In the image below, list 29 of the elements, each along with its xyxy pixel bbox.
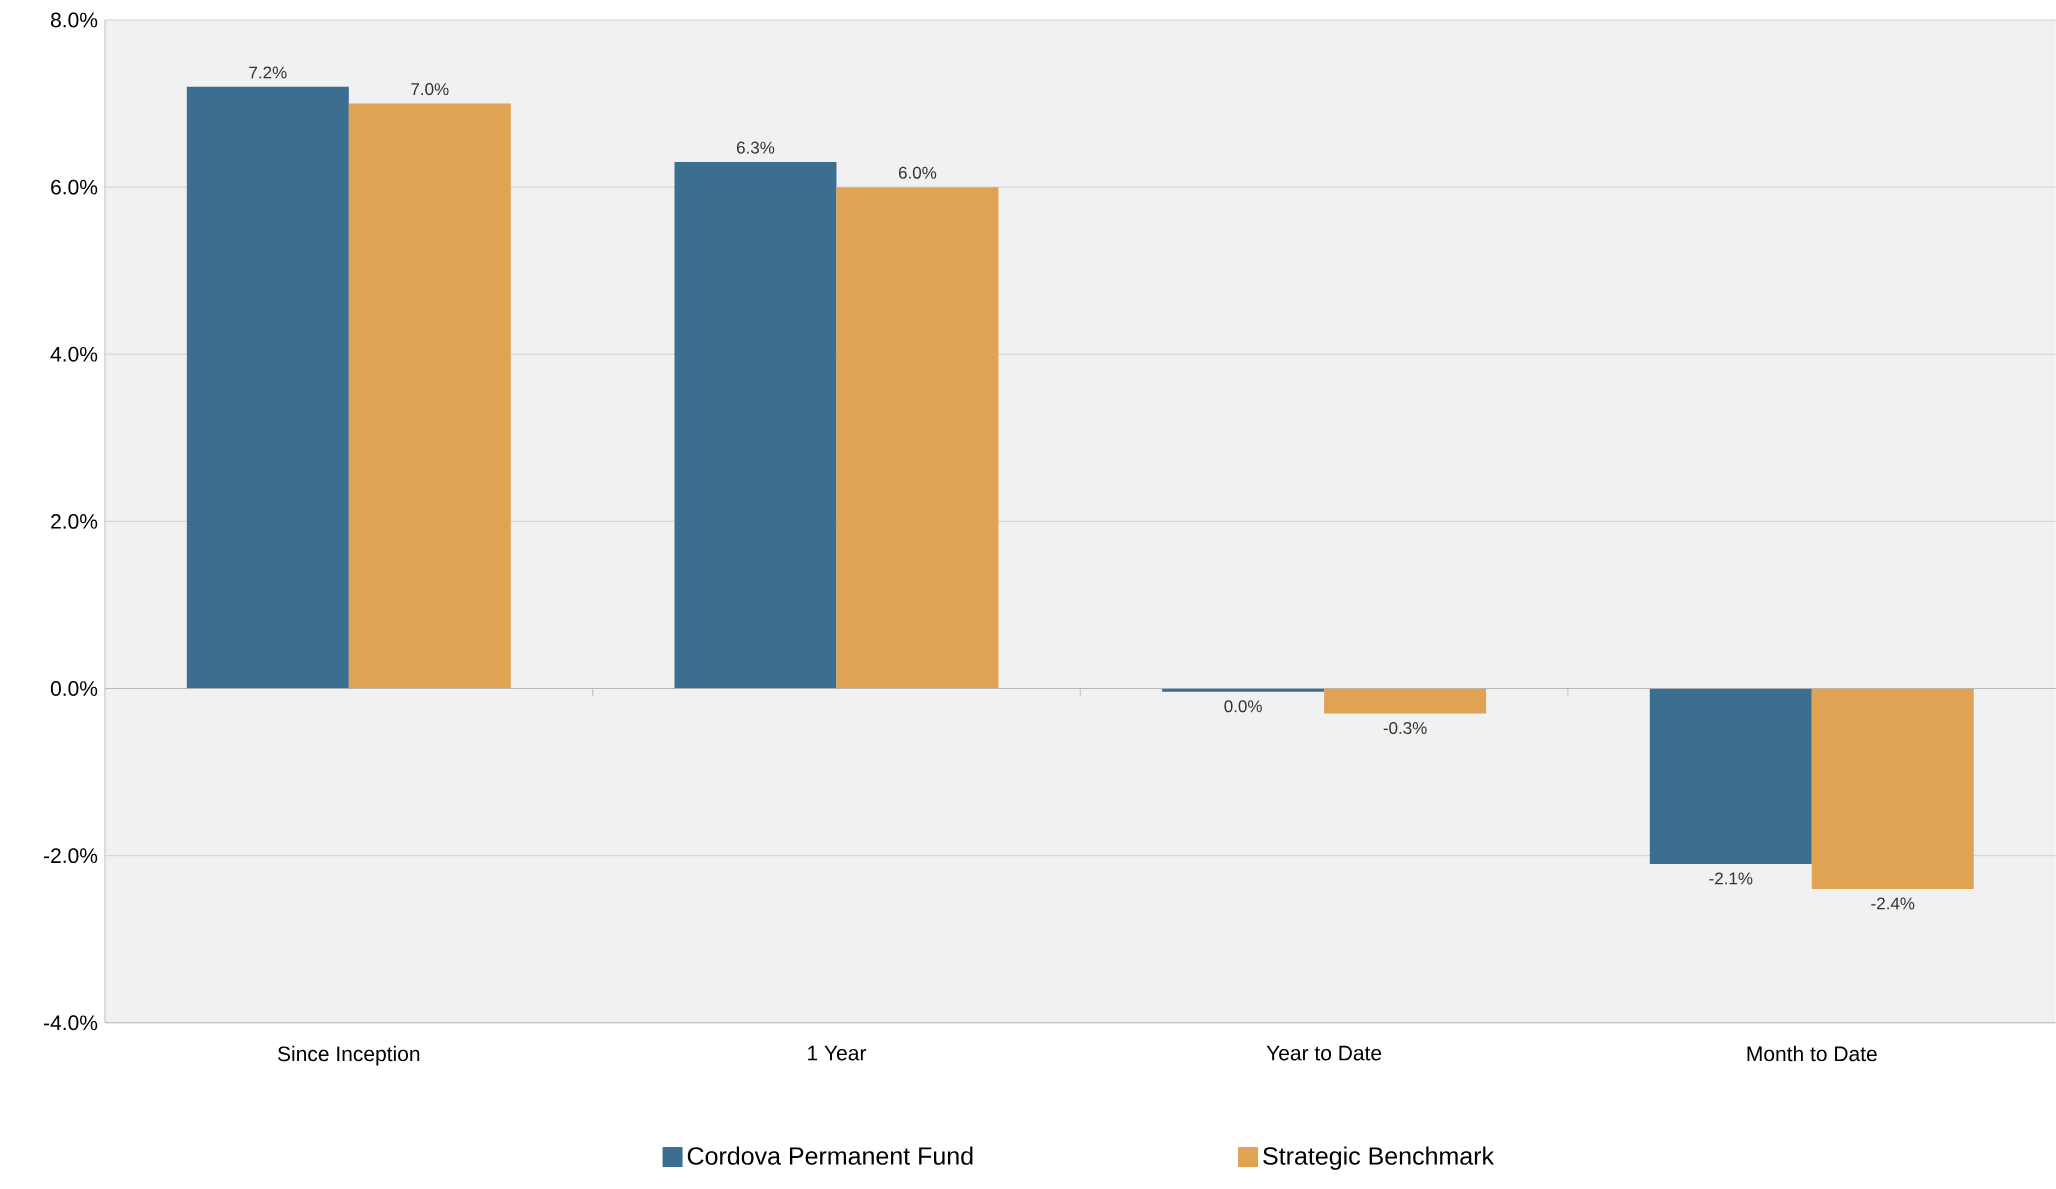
y-tick-label: 2.0% — [51, 514, 98, 529]
bar — [674, 162, 837, 689]
y-tick-label: -2.0% — [44, 848, 98, 864]
data-label: 0.0% — [1224, 700, 1262, 713]
data-label: 7.2% — [249, 66, 287, 79]
data-label: -2.1% — [1709, 872, 1753, 885]
bar — [348, 103, 511, 689]
y-tick-label: -4.0% — [44, 1015, 98, 1031]
data-label: 6.3% — [736, 141, 775, 154]
y-tick-label: 6.0% — [51, 179, 98, 195]
data-label: -0.3% — [1383, 722, 1427, 735]
x-tick-label: Since Inception — [277, 1045, 420, 1066]
data-label: 7.0% — [411, 83, 449, 96]
legend-label: Cordova Permanent Fund — [687, 1146, 973, 1165]
data-label: -2.4% — [1871, 897, 1915, 910]
bar — [1162, 688, 1325, 692]
bar — [836, 187, 999, 689]
y-tick-label: 0.0% — [50, 681, 98, 697]
bar — [186, 86, 349, 689]
x-tick-label: 1 Year — [808, 1045, 867, 1061]
bar — [1811, 688, 1974, 890]
y-tick-label: 8.0% — [50, 12, 98, 28]
bar — [1649, 688, 1812, 865]
y-tick-label: 4.0% — [50, 346, 98, 362]
bar — [1324, 688, 1487, 714]
data-label: 6.0% — [898, 166, 937, 179]
legend-label: Strategic Benchmark — [1263, 1146, 1495, 1170]
x-tick-label: Year to Date — [1266, 1045, 1382, 1061]
x-tick-label: Month to Date — [1747, 1045, 1877, 1062]
